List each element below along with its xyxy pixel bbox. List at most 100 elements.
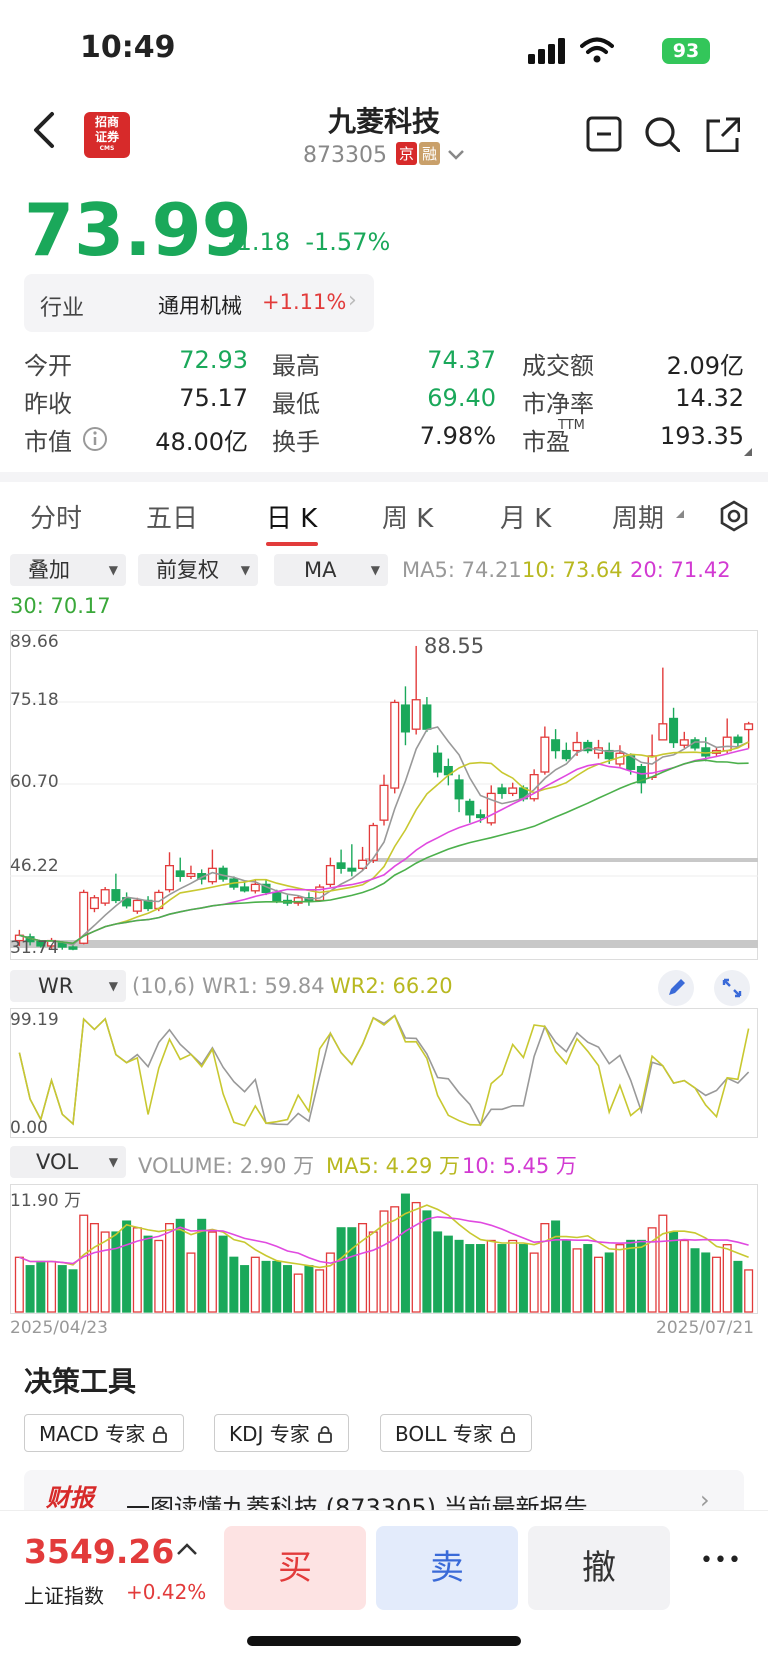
- tool-button[interactable]: KDJ 专家: [214, 1414, 349, 1452]
- volume-bar: [647, 1227, 657, 1313]
- tab-five-day[interactable]: 五日: [146, 504, 199, 534]
- candle-body: [347, 867, 357, 872]
- volume-bar: [282, 1265, 292, 1313]
- volume-bar: [658, 1214, 668, 1313]
- settings-icon[interactable]: [718, 500, 750, 532]
- chevron-down-icon: [448, 150, 464, 160]
- chevron-up-icon[interactable]: [176, 1542, 198, 1556]
- ma30-value: 30: 70.17: [10, 594, 111, 618]
- wr-dropdown-label: WR: [38, 974, 74, 998]
- vol-axis-top: 11.90 万: [10, 1191, 82, 1211]
- adjust-dropdown[interactable]: 前复权 ▼: [138, 554, 258, 586]
- wr-params: (10,6): [132, 974, 196, 998]
- kline-chart[interactable]: [10, 630, 758, 960]
- caret-down-icon: ▼: [108, 1155, 118, 1169]
- sell-button[interactable]: 卖: [376, 1526, 518, 1610]
- volume-bar: [79, 1214, 89, 1313]
- wr-dropdown[interactable]: WR ▼: [10, 970, 126, 1002]
- volume-bar: [433, 1231, 443, 1313]
- volume-bar: [701, 1252, 711, 1313]
- volume-bar: [679, 1239, 689, 1313]
- price-change-value: -1.18: [228, 228, 291, 256]
- broker-logo-sub: CMS: [99, 145, 115, 152]
- stock-code-row[interactable]: 873305 京融: [0, 142, 768, 168]
- lock-icon: [317, 1426, 332, 1443]
- candle-body: [368, 824, 378, 861]
- candle-body: [658, 723, 668, 741]
- candles: [14, 645, 754, 951]
- quote-label: 市值: [24, 428, 72, 456]
- buy-button[interactable]: 买: [224, 1526, 366, 1610]
- wr2-line: [18, 1014, 750, 1127]
- quote-value: 193.35: [660, 422, 744, 450]
- more-icon[interactable]: •••: [700, 1548, 742, 1573]
- caret-down-icon: ▼: [108, 563, 118, 577]
- overlay-dropdown[interactable]: 叠加 ▼: [10, 554, 126, 586]
- volume-bar: [518, 1244, 528, 1313]
- fullscreen-icon[interactable]: [714, 970, 750, 1006]
- minimize-icon[interactable]: [586, 116, 622, 152]
- quote-value: 7.98%: [419, 422, 496, 450]
- volume-chart[interactable]: [10, 1184, 758, 1314]
- volume-bar: [411, 1201, 421, 1313]
- volume-bar: [443, 1235, 453, 1313]
- candle-body: [207, 867, 217, 883]
- index-value[interactable]: 3549.26: [24, 1532, 175, 1571]
- volume-bar: [390, 1206, 400, 1313]
- tab-period[interactable]: 周期: [612, 504, 665, 534]
- cancel-order-button[interactable]: 撤: [528, 1526, 670, 1610]
- wr-chart[interactable]: [10, 1008, 758, 1138]
- ma20-value: 20: 71.42: [630, 558, 731, 582]
- tool-button[interactable]: MACD 专家: [24, 1414, 185, 1452]
- candle-body: [433, 752, 443, 773]
- candle-body: [508, 787, 518, 795]
- candle-body: [100, 889, 110, 904]
- wr-axis-bottom: 0.00: [10, 1118, 48, 1138]
- wr1-line: [18, 1014, 750, 1127]
- quote-value: 74.37: [427, 346, 496, 374]
- volume-bar: [143, 1235, 153, 1313]
- back-button[interactable]: [30, 108, 58, 160]
- volume-bar: [207, 1231, 217, 1313]
- candle-body: [218, 867, 228, 880]
- volume-bar: [47, 1260, 57, 1313]
- tool-button[interactable]: BOLL 专家: [380, 1414, 532, 1452]
- candle-body: [411, 699, 421, 730]
- tab-intraday[interactable]: 分时: [30, 504, 83, 534]
- chevron-right-icon: ›: [348, 288, 357, 313]
- vol-dropdown-label: VOL: [36, 1150, 79, 1174]
- volume-bar: [711, 1256, 721, 1313]
- volume-bar: [508, 1239, 518, 1313]
- volume-bar: [358, 1223, 368, 1313]
- volume-bar: [68, 1269, 78, 1313]
- industry-row[interactable]: [24, 274, 374, 332]
- vol-dropdown[interactable]: VOL ▼: [10, 1146, 126, 1178]
- quote-label: 今开: [24, 352, 72, 380]
- ma-dropdown[interactable]: MA ▼: [274, 554, 388, 586]
- edit-icon[interactable]: [658, 970, 694, 1006]
- search-icon[interactable]: [644, 116, 680, 152]
- candle-body: [476, 814, 486, 819]
- share-icon[interactable]: [704, 116, 740, 152]
- status-time: 10:49: [80, 30, 176, 65]
- candle-body: [111, 889, 121, 902]
- caret-down-icon: ▼: [370, 563, 380, 577]
- volume-bar: [454, 1239, 464, 1313]
- volume-bar: [154, 1239, 164, 1313]
- caret-down-icon: ▼: [240, 563, 250, 577]
- info-icon[interactable]: [82, 426, 108, 452]
- expand-corner-icon[interactable]: [744, 448, 752, 456]
- tab-month-k[interactable]: 月 K: [500, 504, 552, 534]
- tab-day-k[interactable]: 日 K: [266, 504, 318, 534]
- volume-bar: [261, 1260, 271, 1313]
- tab-week-k[interactable]: 周 K: [382, 504, 434, 534]
- volume-bar: [422, 1210, 432, 1313]
- candle-body: [79, 891, 89, 944]
- section-divider: [0, 472, 768, 482]
- quote-label: 最低: [272, 390, 320, 418]
- volume-bar: [197, 1218, 207, 1313]
- volume-bar: [669, 1231, 679, 1313]
- overlay-dropdown-label: 叠加: [28, 558, 70, 582]
- quote-value: 72.93: [179, 346, 248, 374]
- pe-ttm-sup: TTM: [558, 418, 585, 433]
